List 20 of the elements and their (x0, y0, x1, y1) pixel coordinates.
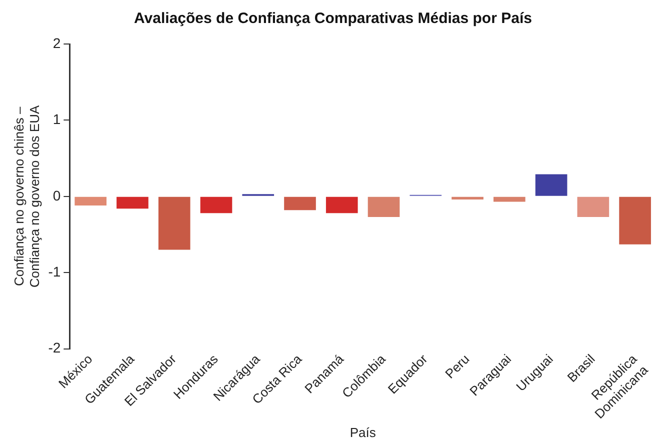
bar (452, 196, 484, 200)
bar (284, 196, 316, 210)
bar (116, 196, 148, 209)
bar (200, 196, 232, 214)
bar (74, 196, 107, 206)
bar (368, 196, 400, 217)
bar (493, 196, 526, 202)
bar (158, 196, 190, 250)
y-tick-label: -1 (48, 263, 61, 280)
bar (326, 196, 358, 214)
bar (535, 174, 568, 196)
x-axis-title: País (350, 424, 376, 440)
chart-title: Avaliações de Confiança Comparativas Médias por País (134, 10, 532, 28)
bar (619, 196, 651, 244)
y-tick-label: -2 (48, 340, 61, 356)
y-tick-label: 1 (52, 111, 61, 128)
y-axis-title: Confiança no governo chinês – Confiança no governo dos EUA (11, 105, 42, 288)
y-tick-label: 0 (52, 187, 61, 204)
y-tick-label: 2 (52, 34, 61, 51)
bar (577, 196, 610, 217)
